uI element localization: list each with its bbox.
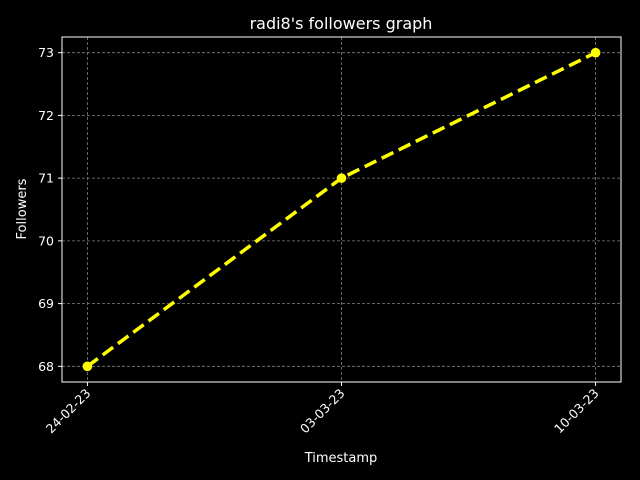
y-tick-label: 70: [38, 233, 54, 248]
data-point: [336, 173, 347, 183]
series-layer: [82, 47, 601, 372]
grid-lines: [62, 37, 621, 382]
x-axis-label: Timestamp: [304, 451, 378, 466]
chart-title: radi8's followers graph: [250, 14, 433, 33]
y-axis-label: Followers: [15, 178, 30, 239]
y-tick-label: 69: [38, 296, 54, 311]
y-tick-label: 71: [38, 171, 54, 186]
y-tick-label: 68: [38, 359, 54, 374]
y-tick-label: 73: [38, 45, 54, 60]
data-point: [590, 47, 601, 58]
data-point: [82, 361, 93, 372]
y-tick-label: 72: [38, 108, 54, 123]
